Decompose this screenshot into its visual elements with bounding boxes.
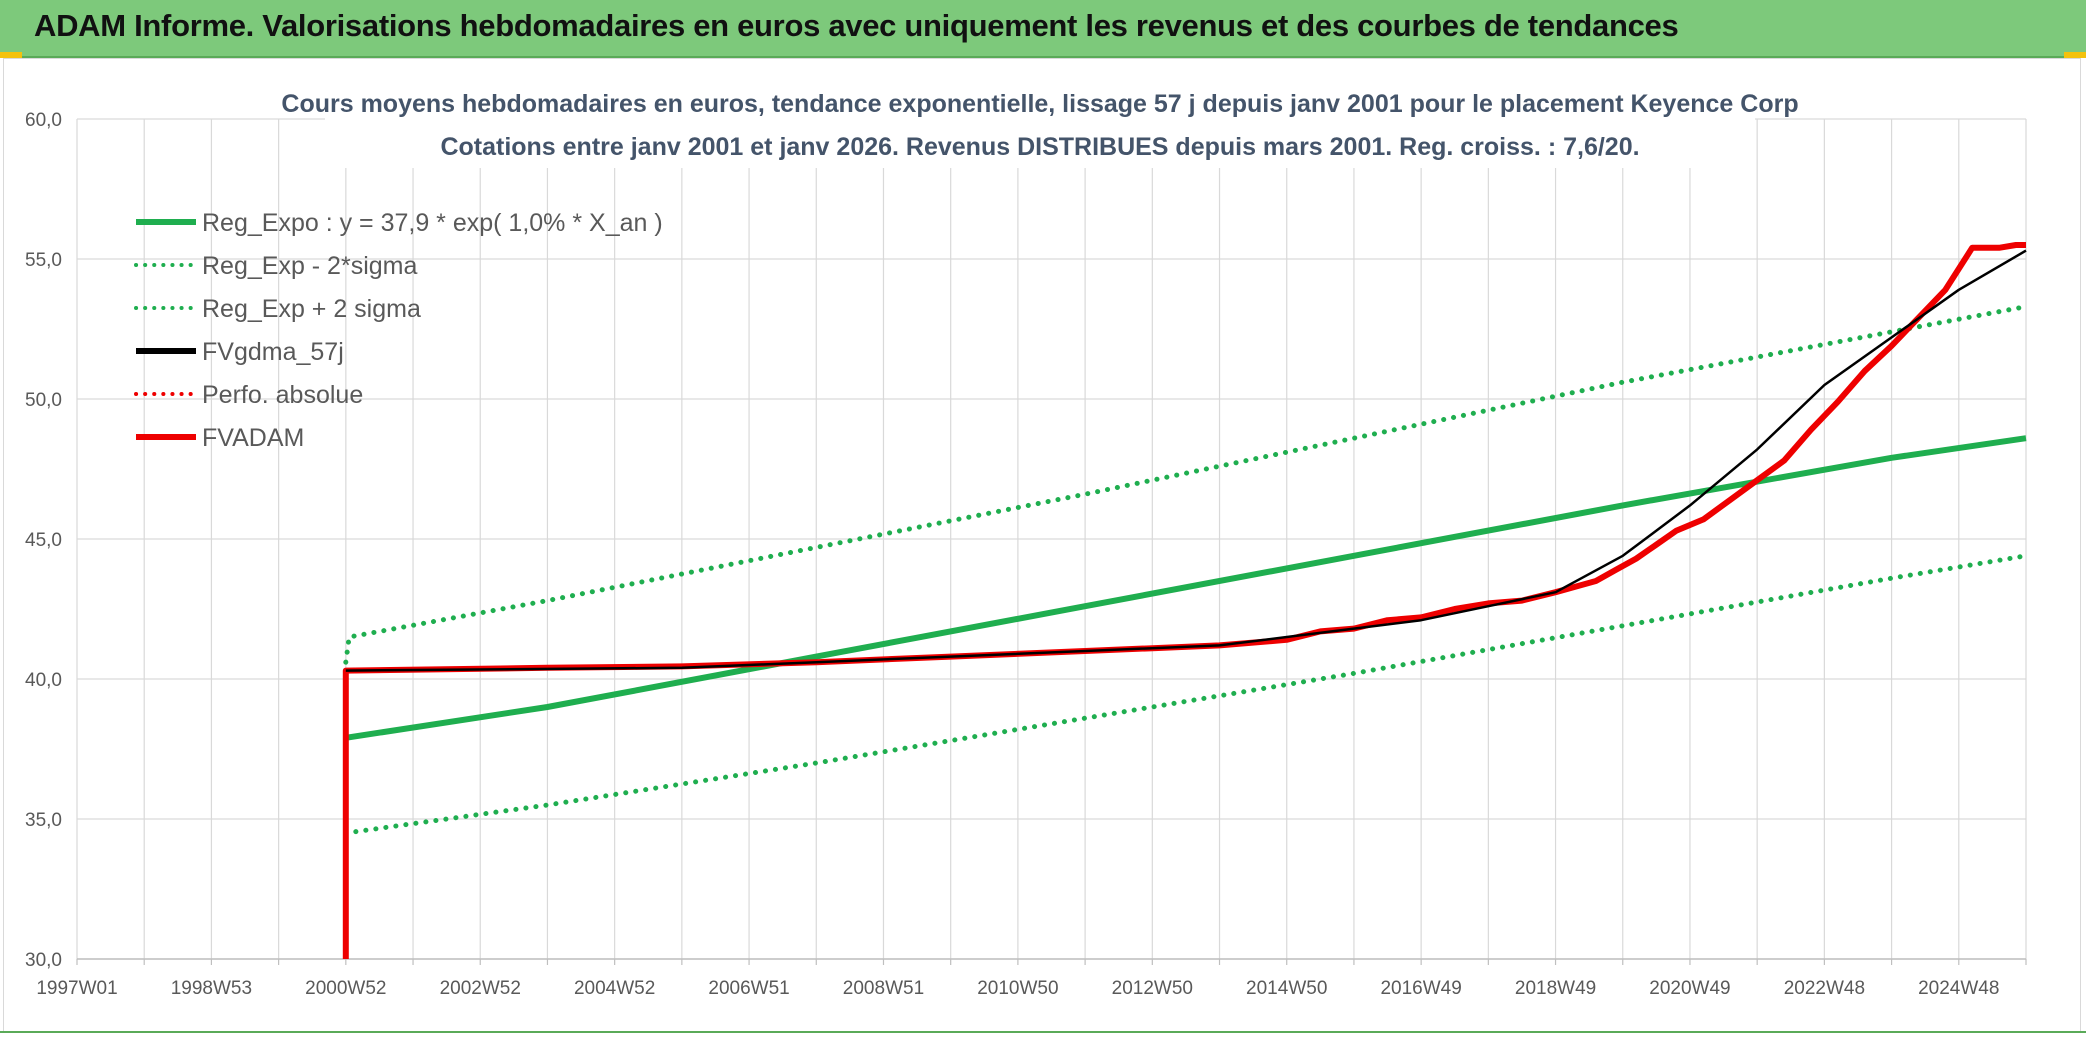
series-reg-expo	[345, 435, 2027, 741]
x-tick-label: 1997W01	[36, 978, 117, 999]
y-tick-label: 50,0	[25, 390, 62, 411]
report-banner: ADAM Informe. Valorisations hebdomadaire…	[0, 0, 2086, 58]
x-tick-label: 2014W50	[1246, 978, 1327, 999]
y-tick-label: 60,0	[25, 110, 62, 131]
x-tick-label: 2010W50	[977, 978, 1058, 999]
series-fvgdma-57j	[345, 249, 2027, 672]
grid-lines	[76, 118, 2027, 965]
series-reg-exp-plus-2sigma	[343, 304, 2029, 665]
x-tick-label: 2006W51	[708, 978, 789, 999]
y-tick-label: 40,0	[25, 670, 62, 691]
legend: Reg_Expo : y = 37,9 * exp( 1,0% * X_an )…	[134, 209, 663, 452]
x-axis-ticks: 1997W01 1998W53 2000W52 2002W52 2004W52 2006W…	[36, 978, 1999, 999]
x-tick-label: 2016W49	[1380, 978, 1461, 999]
x-tick-label: 2024W48	[1918, 978, 1999, 999]
corner-marker-right	[2064, 52, 2086, 58]
corner-marker-left	[0, 52, 22, 58]
legend-label: Reg_Exp - 2*sigma	[202, 252, 417, 280]
x-tick-label: 2000W52	[305, 978, 386, 999]
y-axis-ticks: 30,0 35,0 40,0 45,0 50,0 55,0 60,0	[25, 110, 62, 971]
legend-label: FVADAM	[202, 424, 304, 452]
series-reg-exp-minus-2sigma	[343, 553, 2029, 836]
x-tick-label: 2012W50	[1112, 978, 1193, 999]
y-tick-label: 35,0	[25, 810, 62, 831]
series-fvadam	[342, 242, 2026, 959]
x-tick-label: 2020W49	[1649, 978, 1730, 999]
x-tick-label: 2004W52	[574, 978, 655, 999]
x-tick-label: 2022W48	[1784, 978, 1865, 999]
legend-label: Reg_Exp + 2 sigma	[202, 295, 421, 323]
bottom-rule	[0, 1031, 2086, 1033]
y-tick-label: 30,0	[25, 950, 62, 971]
series-lines	[342, 242, 2029, 959]
chart-title-box: Cours moyens hebdomadaires en euros, ten…	[281, 84, 1799, 168]
y-tick-label: 45,0	[25, 530, 62, 551]
x-tick-label: 1998W53	[171, 978, 252, 999]
chart-subtitle: Cotations entre janv 2001 et janv 2026. …	[440, 133, 1639, 161]
x-tick-label: 2018W49	[1515, 978, 1596, 999]
chart-title: Cours moyens hebdomadaires en euros, ten…	[281, 90, 1798, 118]
x-tick-label: 2002W52	[440, 978, 521, 999]
legend-label: Perfo. absolue	[202, 381, 363, 409]
legend-label: Reg_Expo : y = 37,9 * exp( 1,0% * X_an )	[202, 209, 663, 237]
x-tick-label: 2008W51	[843, 978, 924, 999]
report-title: ADAM Informe. Valorisations hebdomadaire…	[34, 8, 1679, 43]
y-tick-label: 55,0	[25, 250, 62, 271]
legend-label: FVgdma_57j	[202, 338, 344, 366]
